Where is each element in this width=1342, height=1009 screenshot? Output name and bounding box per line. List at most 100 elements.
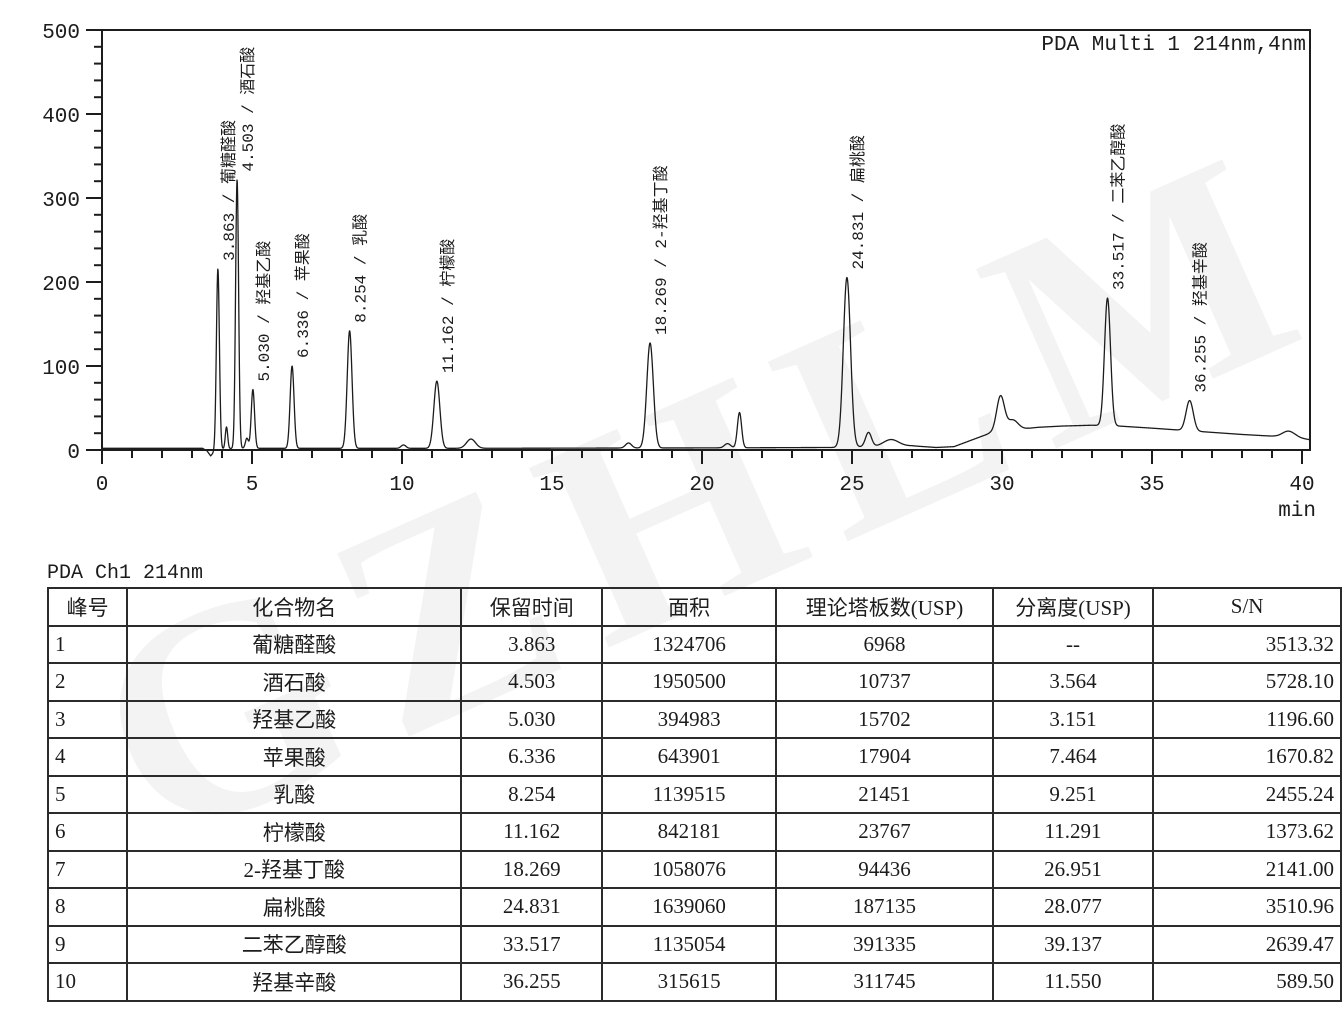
cell-compound-name: 葡糖醛酸 bbox=[126, 624, 463, 664]
cell-sn: 1670.82 bbox=[1152, 737, 1342, 777]
x-tick-label: 5 bbox=[246, 474, 259, 497]
column-header: 分离度(USP) bbox=[991, 587, 1155, 627]
cell-compound-name: 苹果酸 bbox=[126, 737, 463, 777]
peak-label: 18.269 / 2-羟基丁酸 bbox=[652, 165, 671, 335]
cell-theoretical-plates: 17904 bbox=[775, 737, 994, 777]
cell-peak-number: 8 bbox=[46, 887, 129, 927]
cell-area: 842181 bbox=[601, 812, 778, 852]
x-axis-unit-label: min bbox=[1278, 500, 1316, 523]
cell-area: 1058076 bbox=[601, 849, 778, 889]
cell-compound-name: 酒石酸 bbox=[126, 662, 463, 702]
cell-area: 1135054 bbox=[601, 924, 778, 964]
table-row: 9 二苯乙醇酸 33.517 1135054 391335 39.137 2639.47 bbox=[46, 924, 1342, 964]
x-tick-label: 25 bbox=[839, 474, 864, 497]
cell-retention-time: 6.336 bbox=[460, 737, 604, 777]
cell-sn: 589.50 bbox=[1152, 962, 1342, 1002]
cell-area: 315615 bbox=[601, 962, 778, 1002]
column-header: 理论塔板数(USP) bbox=[775, 587, 994, 627]
cell-theoretical-plates: 391335 bbox=[775, 924, 994, 964]
y-tick-label: 300 bbox=[42, 190, 80, 213]
peak-label: 36.255 / 羟基辛酸 bbox=[1192, 242, 1211, 392]
y-tick-label: 400 bbox=[42, 106, 80, 129]
cell-resolution: 3.151 bbox=[991, 699, 1155, 739]
cell-retention-time: 8.254 bbox=[460, 774, 604, 814]
table-row: 5 乳酸 8.254 1139515 21451 9.251 2455.24 bbox=[46, 774, 1342, 814]
peak-label: 4.503 / 酒石酸 bbox=[239, 47, 258, 172]
table-title: PDA Ch1 214nm bbox=[47, 562, 204, 585]
plot-frame bbox=[101, 29, 1311, 451]
cell-resolution: 9.251 bbox=[991, 774, 1155, 814]
table-row: 7 2-羟基丁酸 18.269 1058076 94436 26.951 2141.00 bbox=[46, 849, 1342, 889]
cell-area: 1639060 bbox=[601, 887, 778, 927]
x-tick-label: 35 bbox=[1139, 474, 1164, 497]
cell-sn: 1373.62 bbox=[1152, 812, 1342, 852]
peak-label: 3.863 / 葡糖醛酸 bbox=[220, 120, 239, 261]
cell-retention-time: 5.030 bbox=[460, 699, 604, 739]
peak-label: 6.336 / 苹果酸 bbox=[294, 233, 313, 358]
cell-theoretical-plates: 23767 bbox=[775, 812, 994, 852]
x-tick-label: 30 bbox=[989, 474, 1014, 497]
column-header: 面积 bbox=[601, 587, 778, 627]
table-row: 1 葡糖醛酸 3.863 1324706 6968 -- 3513.32 bbox=[46, 624, 1342, 664]
table-row: 3 羟基乙酸 5.030 394983 15702 3.151 1196.60 bbox=[46, 699, 1342, 739]
cell-compound-name: 扁桃酸 bbox=[126, 887, 463, 927]
chromatogram-trace bbox=[101, 179, 1311, 457]
chromatogram-plot: 0 100 200 300 400 500 0 5 10 15 20 25 30 35 40 min PDA M… bbox=[42, 22, 1316, 523]
peak-label: 11.162 / 柠檬酸 bbox=[439, 239, 458, 373]
cell-compound-name: 羟基辛酸 bbox=[126, 962, 463, 1002]
table-header-row: 峰号 化合物名 保留时间 面积 理论塔板数(USP) 分离度(USP) S/N bbox=[46, 587, 1342, 627]
cell-theoretical-plates: 15702 bbox=[775, 699, 994, 739]
cell-compound-name: 2-羟基丁酸 bbox=[126, 849, 463, 889]
cell-sn: 2141.00 bbox=[1152, 849, 1342, 889]
cell-compound-name: 乳酸 bbox=[126, 774, 463, 814]
y-tick-label: 200 bbox=[42, 274, 80, 297]
cell-area: 394983 bbox=[601, 699, 778, 739]
peak-label: 24.831 / 扁桃酸 bbox=[849, 135, 868, 269]
cell-sn: 3510.96 bbox=[1152, 887, 1342, 927]
detector-label: PDA Multi 1 214nm,4nm bbox=[1041, 34, 1306, 57]
cell-resolution: 3.564 bbox=[991, 662, 1155, 702]
cell-theoretical-plates: 311745 bbox=[775, 962, 994, 1002]
peak-label: 8.254 / 乳酸 bbox=[352, 214, 371, 323]
peak-table-body: 1 葡糖醛酸 3.863 1324706 6968 -- 3513.32 2 酒石酸 4.503 1… bbox=[46, 624, 1342, 1002]
table-row: 6 柠檬酸 11.162 842181 23767 11.291 1373.62 bbox=[46, 812, 1342, 852]
cell-compound-name: 羟基乙酸 bbox=[126, 699, 463, 739]
x-tick-label: 40 bbox=[1289, 474, 1314, 497]
column-header: S/N bbox=[1152, 587, 1342, 627]
cell-resolution: -- bbox=[991, 624, 1155, 664]
x-tick-label: 20 bbox=[689, 474, 714, 497]
cell-resolution: 39.137 bbox=[991, 924, 1155, 964]
cell-retention-time: 33.517 bbox=[460, 924, 604, 964]
cell-compound-name: 二苯乙醇酸 bbox=[126, 924, 463, 964]
cell-sn: 5728.10 bbox=[1152, 662, 1342, 702]
cell-retention-time: 24.831 bbox=[460, 887, 604, 927]
peak-label: 33.517 / 二苯乙醇酸 bbox=[1110, 124, 1129, 290]
cell-sn: 3513.32 bbox=[1152, 624, 1342, 664]
cell-peak-number: 4 bbox=[46, 737, 129, 777]
cell-peak-number: 7 bbox=[46, 849, 129, 889]
cell-peak-number: 9 bbox=[46, 924, 129, 964]
cell-resolution: 11.291 bbox=[991, 812, 1155, 852]
x-tick-label: 15 bbox=[539, 474, 564, 497]
cell-retention-time: 4.503 bbox=[460, 662, 604, 702]
cell-sn: 2639.47 bbox=[1152, 924, 1342, 964]
column-header: 化合物名 bbox=[126, 587, 463, 627]
cell-sn: 2455.24 bbox=[1152, 774, 1342, 814]
cell-resolution: 7.464 bbox=[991, 737, 1155, 777]
x-tick-label: 10 bbox=[389, 474, 414, 497]
cell-peak-number: 5 bbox=[46, 774, 129, 814]
cell-theoretical-plates: 187135 bbox=[775, 887, 994, 927]
cell-resolution: 11.550 bbox=[991, 962, 1155, 1002]
cell-sn: 1196.60 bbox=[1152, 699, 1342, 739]
cell-area: 1324706 bbox=[601, 624, 778, 664]
cell-peak-number: 6 bbox=[46, 812, 129, 852]
cell-peak-number: 2 bbox=[46, 662, 129, 702]
x-tick-label: 0 bbox=[96, 474, 109, 497]
column-header: 峰号 bbox=[46, 587, 129, 627]
y-tick-label: 500 bbox=[42, 22, 80, 45]
table-row: 10 羟基辛酸 36.255 315615 311745 11.550 589.50 bbox=[46, 962, 1342, 1002]
table-row: 2 酒石酸 4.503 1950500 10737 3.564 5728.10 bbox=[46, 662, 1342, 702]
y-tick-label: 100 bbox=[42, 358, 80, 381]
cell-resolution: 26.951 bbox=[991, 849, 1155, 889]
cell-peak-number: 10 bbox=[46, 962, 129, 1002]
